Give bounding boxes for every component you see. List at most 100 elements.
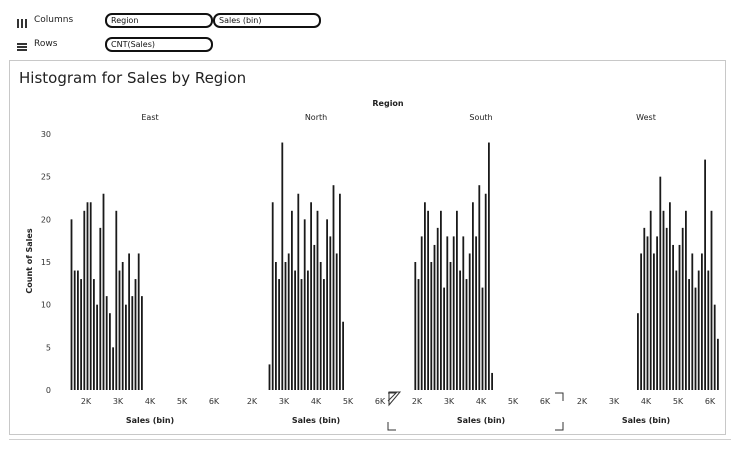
x-tick-label: 4K [641, 397, 652, 406]
x-tick-label: 2K [81, 397, 92, 406]
histogram-bar [436, 227, 439, 390]
histogram-bar [275, 262, 277, 390]
columns-shelf: Columns [16, 11, 73, 29]
histogram-bar [128, 253, 130, 390]
y-axis-label: Count of Sales [25, 228, 34, 293]
histogram-bar [669, 202, 671, 390]
histogram-bar [281, 142, 284, 390]
x-tick-label: 3K [279, 397, 290, 406]
histogram-bar [137, 253, 140, 390]
histogram-bar [640, 253, 642, 390]
histogram-bar [449, 262, 452, 390]
x-tick-label: 6K [375, 397, 386, 406]
histogram-bar [456, 210, 458, 390]
histogram-bar [713, 304, 716, 390]
histogram-bar [125, 304, 127, 390]
histogram-bar [665, 227, 668, 390]
histogram-bar [310, 202, 312, 390]
histogram-bar [427, 210, 429, 390]
cursor-icon [388, 391, 402, 407]
histogram-bar [303, 219, 306, 390]
histogram-bar [488, 142, 490, 390]
histogram-bar [307, 270, 309, 390]
histogram-bar [89, 202, 92, 390]
selection-corner [387, 392, 398, 402]
histogram-bar [430, 262, 433, 390]
x-tick-label: 2K [247, 397, 258, 406]
histogram-bar [417, 279, 420, 390]
histogram-bar [319, 262, 322, 390]
y-tick-label: 20 [41, 215, 51, 224]
histogram-bar [284, 262, 287, 390]
histogram-bar [300, 279, 303, 390]
histogram-chart: Region Count of Sales 0 5 10 15 20 25 30 East 2K 3K… [25, 99, 719, 431]
histogram-bar [77, 270, 79, 390]
x-tick-label: 4K [476, 397, 487, 406]
histogram-bar [414, 262, 417, 390]
histogram-bar [472, 202, 474, 390]
histogram-bar [332, 185, 335, 390]
histogram-bar [462, 236, 465, 390]
x-tick-label: 6K [209, 397, 220, 406]
histogram-bar [440, 210, 442, 390]
histogram-bar [99, 227, 102, 390]
histogram-bar [443, 287, 445, 390]
histogram-bar [659, 176, 662, 390]
histogram-bar [704, 159, 706, 390]
columns-pill-sales-bin[interactable]: Sales (bin) [213, 13, 321, 28]
histogram-bar [342, 321, 344, 390]
x-tick-label: 3K [444, 397, 455, 406]
histogram-bar [452, 236, 455, 390]
histogram-bar [637, 313, 639, 390]
panel-header-south: South [469, 113, 492, 122]
histogram-bar [294, 270, 296, 390]
histogram-bar [484, 193, 487, 390]
y-tick-label: 10 [41, 301, 51, 310]
y-tick-label: 25 [41, 173, 51, 182]
histogram-bar [681, 227, 684, 390]
x-tick-label: 4K [145, 397, 156, 406]
histogram-bar [420, 236, 423, 390]
rows-icon [16, 38, 28, 51]
rows-shelf-label: Rows [34, 39, 58, 49]
histogram-bar [446, 236, 449, 390]
selection-corner [387, 422, 396, 431]
histogram-bar [688, 279, 690, 390]
x-tick-label: 6K [540, 397, 551, 406]
histogram-bar [297, 193, 300, 390]
x-tick-label: 6K [705, 397, 716, 406]
histogram-bar [424, 202, 426, 390]
histogram-bar [80, 279, 82, 390]
histogram-bar [662, 210, 665, 390]
y-tick-label: 15 [41, 258, 51, 267]
histogram-bar [313, 244, 316, 390]
histogram-bar [491, 372, 493, 390]
histogram-bar [459, 270, 461, 390]
histogram-bar [109, 313, 111, 390]
histogram-bar [316, 210, 319, 390]
columns-shelf-label: Columns [34, 15, 74, 25]
histogram-bar [112, 347, 114, 390]
histogram-bar [291, 210, 293, 390]
rows-shelf: Rows [16, 35, 57, 53]
panel-header-north: North [305, 113, 327, 122]
histogram-bar [287, 253, 290, 390]
x-tick-label: 2K [577, 397, 588, 406]
histogram-bar [653, 253, 655, 390]
x-axis-label: Sales (bin) [457, 416, 505, 425]
x-tick-label: 3K [113, 397, 124, 406]
histogram-bar [121, 262, 124, 390]
x-tick-label: 4K [311, 397, 322, 406]
worksheet-view: Histogram for Sales by Region Region Coun… [9, 60, 726, 435]
rows-pill-cnt-sales[interactable]: CNT(Sales) [105, 37, 213, 52]
histogram-bar [102, 193, 105, 390]
histogram-bar [433, 244, 436, 390]
histogram-bar [710, 210, 713, 390]
histogram-bar [105, 296, 108, 390]
histogram-bar [329, 236, 332, 390]
histogram-bar [268, 364, 271, 390]
histogram-bar [131, 296, 134, 390]
y-tick-label: 30 [41, 130, 51, 139]
histogram-bar [465, 279, 468, 390]
columns-pill-region[interactable]: Region [105, 13, 213, 28]
